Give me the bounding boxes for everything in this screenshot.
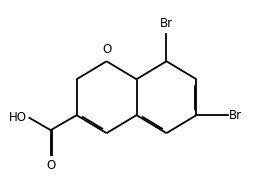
Text: HO: HO: [9, 111, 27, 124]
Text: Br: Br: [229, 109, 242, 122]
Text: Br: Br: [160, 17, 173, 30]
Text: O: O: [102, 43, 111, 56]
Text: O: O: [46, 159, 55, 172]
